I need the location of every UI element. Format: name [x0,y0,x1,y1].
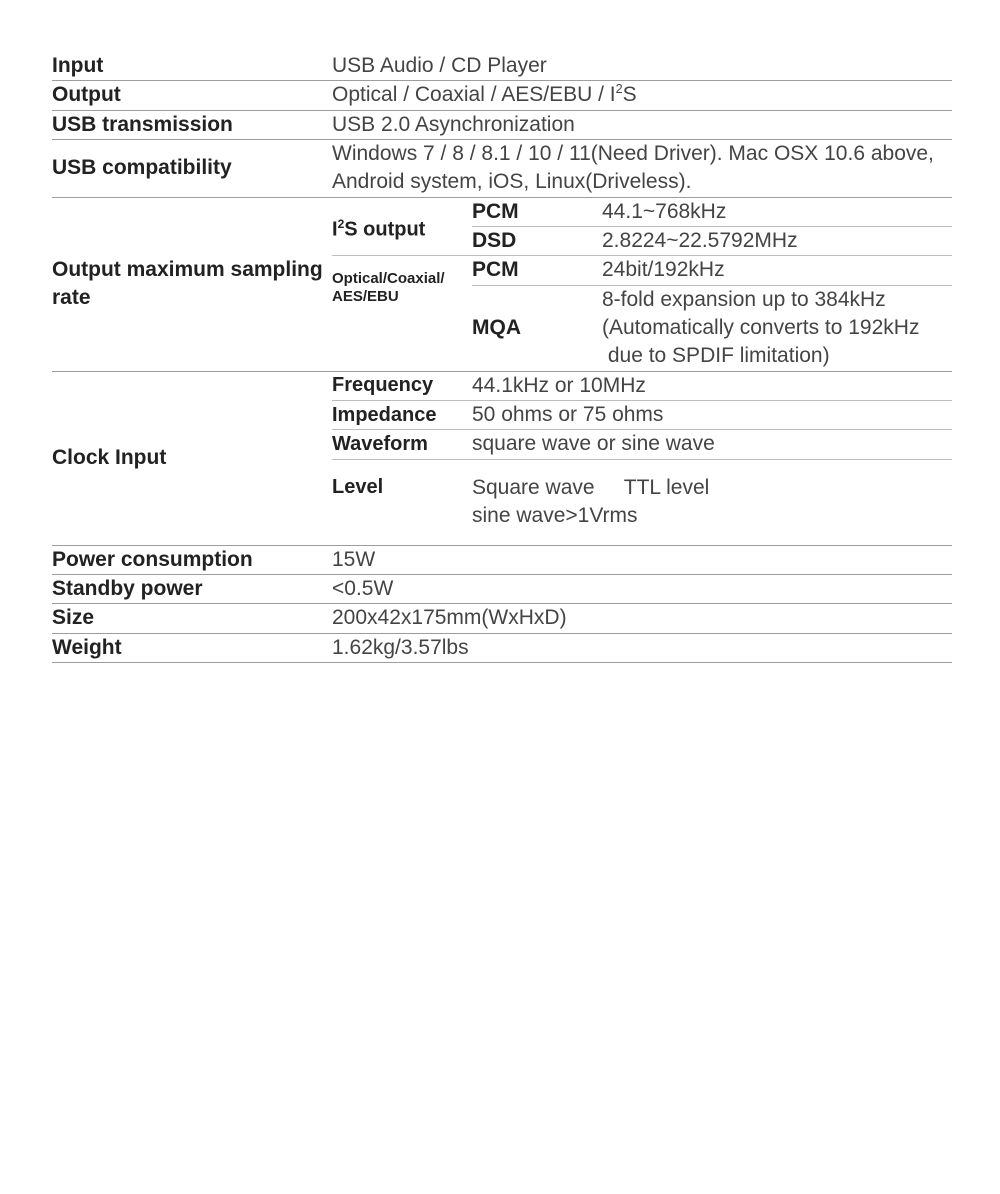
row-sampling-i2s-pcm: Output maximum sampling rate I2S output … [52,197,952,226]
label-output: Output [52,81,332,110]
row-usb-transmission: USB transmission USB 2.0 Asynchronizatio… [52,110,952,139]
value-input: USB Audio / CD Player [332,52,952,81]
val-frequency: 44.1kHz or 10MHz [472,371,952,400]
row-input: Input USB Audio / CD Player [52,52,952,81]
sub-i2s-output: I2S output [332,197,472,256]
val-i2s-dsd: 2.8224~22.5792MHz [602,227,952,256]
fmt-spdif-mqa: MQA [472,285,602,371]
row-weight: Weight 1.62kg/3.57lbs [52,633,952,662]
val-impedance: 50 ohms or 75 ohms [472,401,952,430]
label-power: Power consumption [52,545,332,574]
val-i2s-pcm: 44.1~768kHz [602,197,952,226]
row-power-consumption: Power consumption 15W [52,545,952,574]
value-weight: 1.62kg/3.57lbs [332,633,952,662]
value-usb-compatibility: Windows 7 / 8 / 8.1 / 10 / 11(Need Drive… [332,140,952,198]
val-waveform: square wave or sine wave [472,430,952,459]
val-spdif-pcm: 24bit/192kHz [602,256,952,285]
row-standby-power: Standby power <0.5W [52,574,952,603]
fmt-i2s-dsd: DSD [472,227,602,256]
row-size: Size 200x42x175mm(WxHxD) [52,604,952,633]
row-output: Output Optical / Coaxial / AES/EBU / I2S [52,81,952,110]
sub-level: Level [332,459,472,545]
value-output: Optical / Coaxial / AES/EBU / I2S [332,81,952,110]
sub-frequency: Frequency [332,371,472,400]
value-standby: <0.5W [332,574,952,603]
label-usb-compatibility: USB compatibility [52,140,332,198]
label-size: Size [52,604,332,633]
label-usb-transmission: USB transmission [52,110,332,139]
val-spdif-mqa: 8-fold expansion up to 384kHz(Automatica… [602,285,952,371]
spec-sheet: Input USB Audio / CD Player Output Optic… [0,0,1000,723]
fmt-i2s-pcm: PCM [472,197,602,226]
label-clock-input: Clock Input [52,371,332,545]
label-sampling: Output maximum sampling rate [52,197,332,371]
label-weight: Weight [52,633,332,662]
fmt-spdif-pcm: PCM [472,256,602,285]
label-standby: Standby power [52,574,332,603]
label-input: Input [52,52,332,81]
spec-table: Input USB Audio / CD Player Output Optic… [52,52,952,663]
value-power: 15W [332,545,952,574]
value-size: 200x42x175mm(WxHxD) [332,604,952,633]
sub-spdif: Optical/Coaxial/AES/EBU [332,256,472,371]
val-level: Square wave TTL levelsine wave>1Vrms [472,459,952,545]
sub-waveform: Waveform [332,430,472,459]
row-usb-compatibility: USB compatibility Windows 7 / 8 / 8.1 / … [52,140,952,198]
sub-impedance: Impedance [332,401,472,430]
label-sampling-text: Output maximum sampling rate [52,258,323,309]
row-clock-frequency: Clock Input Frequency 44.1kHz or 10MHz [52,371,952,400]
value-usb-transmission: USB 2.0 Asynchronization [332,110,952,139]
